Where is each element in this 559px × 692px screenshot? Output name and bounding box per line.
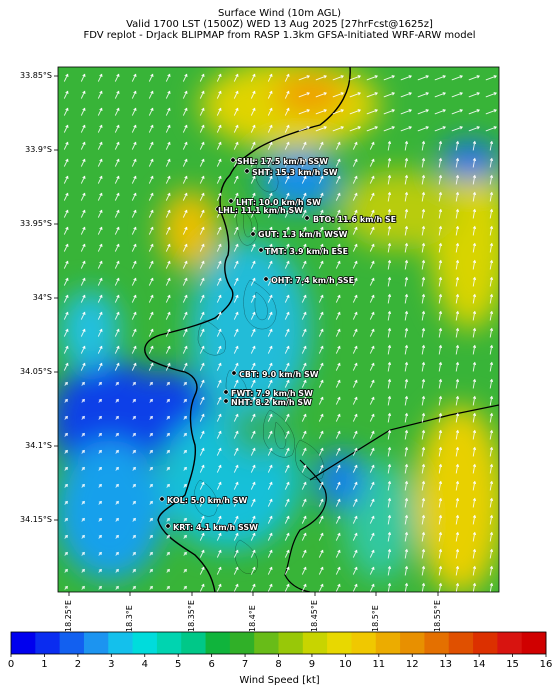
map-model-info: FDV replot - DrJack BLIPMAP from RASP 1.… <box>83 30 476 41</box>
colorbar-swatch <box>448 632 474 654</box>
colorbar-tick-label: 16 <box>539 659 553 670</box>
station-label-shl: SHL: 17.5 km/h SSW <box>237 157 328 166</box>
station-label-sht: SHT: 15.3 km/h SW <box>252 168 338 177</box>
colorbar-swatch <box>205 632 231 654</box>
station-label-lhl: LHL: 11.1 km/h SW <box>218 206 303 215</box>
lon-label: 18.35°E <box>187 600 196 632</box>
lon-label: 18.45°E <box>310 600 319 632</box>
station-label-cbt: CBT: 9.0 km/h SW <box>239 370 319 379</box>
station-label-nht: NHT: 8.2 km/h SW <box>231 398 312 407</box>
lon-label: 18.25°E <box>64 600 73 632</box>
lat-label: 33.95°S <box>20 219 52 228</box>
map-frame <box>57 66 500 593</box>
colorbar-title: Wind Speed [kt] <box>239 675 320 686</box>
lat-label: 33.85°S <box>20 71 52 80</box>
station-marker-nht <box>223 398 229 404</box>
lat-label: 34.1°S <box>25 441 52 450</box>
colorbar-swatch <box>83 632 109 654</box>
colorbar-tick-label: 11 <box>372 659 386 670</box>
station-marker-gut <box>250 231 256 237</box>
colorbar-swatch <box>59 632 85 654</box>
colorbar-tick-label: 12 <box>405 659 419 670</box>
terrain-contours <box>193 159 325 574</box>
colorbar-tick-label: 8 <box>275 659 282 670</box>
colorbar-swatch <box>375 632 401 654</box>
colorbar-tick-label: 9 <box>308 659 316 670</box>
shoreline-falsebay <box>309 404 499 481</box>
colorbar-swatch <box>327 632 352 654</box>
lat-label: 34°S <box>32 293 52 302</box>
colorbar-swatch <box>400 632 425 654</box>
colorbar-swatch <box>351 632 377 654</box>
colorbar-swatch <box>521 632 547 654</box>
colorbar-swatch <box>497 632 523 654</box>
station-label-fwt: FWT: 7.9 km/h SW <box>231 389 313 398</box>
colorbar-tick-label: 13 <box>439 659 453 670</box>
station-marker-oht <box>263 276 269 282</box>
colorbar-tick-label: 14 <box>472 659 486 670</box>
colorbar <box>10 631 547 657</box>
station-label-tmt: TMT: 3.9 km/h ESE <box>265 247 348 256</box>
station-label-kol: KOL: 5.0 km/h SW <box>167 496 248 505</box>
station-marker-cbt <box>231 370 237 376</box>
colorbar-swatch <box>473 632 498 654</box>
colorbar-tick-label: 4 <box>141 659 148 670</box>
station-marker-kol <box>159 496 165 502</box>
colorbar-tick-label: 1 <box>41 659 48 670</box>
station-marker-lhl <box>215 206 221 212</box>
colorbar-tick-label: 7 <box>241 659 249 670</box>
colorbar-swatch <box>181 632 206 654</box>
colorbar-tick-label: 2 <box>74 659 82 670</box>
lat-label: 34.05°S <box>20 367 52 376</box>
colorbar-swatch <box>229 632 255 654</box>
station-label-bto: BTO: 11.6 km/h SE <box>313 215 396 224</box>
wind-arrows <box>63 73 498 592</box>
station-marker-bto <box>304 215 310 221</box>
colorbar-swatch <box>278 632 304 654</box>
colorbar-swatch <box>424 632 450 654</box>
lat-label: 33.9°S <box>25 145 52 154</box>
colorbar-tick-label: 3 <box>108 659 115 670</box>
station-label-gut: GUT: 1.3 km/h WSW <box>258 230 348 239</box>
station-marker-krt <box>165 523 171 529</box>
station-marker-lht <box>228 198 234 204</box>
colorbar-swatch <box>108 632 133 654</box>
coastline-east <box>284 459 327 592</box>
station-markers: SHL: 17.5 km/h SSW SHT: 15.3 km/h SW LHT: … <box>159 156 397 533</box>
lon-label: 18.5°E <box>371 605 380 632</box>
lon-label: 18.55°E <box>433 600 442 632</box>
colorbar-swatch <box>156 632 182 654</box>
station-marker-shl <box>230 157 236 163</box>
colorbar-swatch <box>254 632 279 654</box>
colorbar-swatch <box>11 632 36 654</box>
colorbar-swatch <box>132 632 158 654</box>
lat-label: 34.15°S <box>20 515 52 524</box>
colorbar-tick-label: 6 <box>208 659 215 670</box>
wind-speed-field: SHL: 17.5 km/h SSW SHT: 15.3 km/h SW LHT: … <box>58 67 499 592</box>
station-label-krt: KRT: 4.1 km/h SSW <box>173 523 258 532</box>
colorbar-tick-label: 0 <box>7 659 15 670</box>
lon-label: 18.4°E <box>248 605 257 632</box>
colorbar-swatch <box>35 632 61 654</box>
map-title: Surface Wind (10m AGL) <box>217 8 342 19</box>
colorbar-tick-label: 10 <box>339 659 352 670</box>
coastline <box>144 67 351 592</box>
station-label-lht: LHT: 10.0 km/h SW <box>236 198 321 207</box>
station-label-oht: OHT: 7.4 km/h SSE <box>271 276 354 285</box>
station-marker-tmt <box>258 247 264 253</box>
map-valid-time: Valid 1700 LST (1500Z) WED 13 Aug 2025 [… <box>126 19 433 30</box>
lon-label: 18.3°E <box>125 605 134 632</box>
colorbar-tick-label: 15 <box>506 659 519 670</box>
station-marker-sht <box>244 168 250 174</box>
colorbar-tick-label: 5 <box>175 659 182 670</box>
station-marker-fwt <box>223 389 229 395</box>
colorbar-swatch <box>302 632 328 654</box>
